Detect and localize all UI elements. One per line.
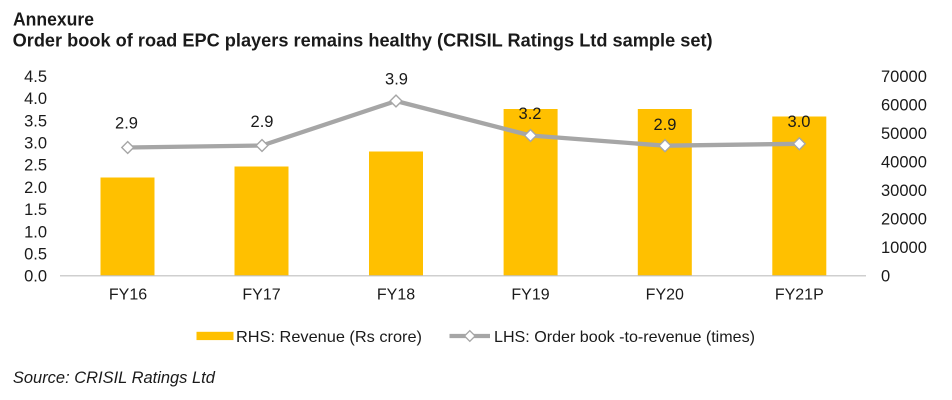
svg-text:2.5: 2.5 bbox=[24, 157, 47, 175]
svg-text:10000: 10000 bbox=[881, 239, 927, 257]
svg-text:3.0: 3.0 bbox=[788, 113, 811, 131]
svg-text:3.2: 3.2 bbox=[519, 105, 542, 123]
svg-text:1.5: 1.5 bbox=[24, 201, 47, 219]
svg-text:40000: 40000 bbox=[881, 154, 927, 172]
svg-text:LHS: Order book -to-revenue (t: LHS: Order book -to-revenue (times) bbox=[494, 329, 755, 346]
svg-text:0.0: 0.0 bbox=[24, 268, 47, 286]
svg-text:20000: 20000 bbox=[881, 211, 927, 229]
svg-text:70000: 70000 bbox=[881, 68, 927, 86]
svg-text:50000: 50000 bbox=[881, 125, 927, 143]
svg-text:FY16: FY16 bbox=[109, 287, 147, 304]
svg-text:0: 0 bbox=[881, 268, 890, 286]
svg-text:2.9: 2.9 bbox=[251, 113, 274, 131]
svg-text:2.9: 2.9 bbox=[115, 115, 138, 133]
svg-text:FY17: FY17 bbox=[242, 287, 280, 304]
svg-text:2.0: 2.0 bbox=[24, 179, 47, 197]
svg-text:FY18: FY18 bbox=[377, 287, 415, 304]
svg-text:1.0: 1.0 bbox=[24, 223, 47, 241]
svg-text:Order book of road EPC players: Order book of road EPC players remains h… bbox=[13, 31, 713, 51]
svg-text:4.5: 4.5 bbox=[24, 68, 47, 86]
svg-text:0.5: 0.5 bbox=[24, 246, 47, 264]
svg-text:3.5: 3.5 bbox=[24, 112, 47, 130]
svg-text:2.9: 2.9 bbox=[654, 116, 677, 134]
svg-text:3.9: 3.9 bbox=[385, 70, 408, 88]
svg-text:FY21P: FY21P bbox=[775, 287, 824, 304]
svg-text:RHS: Revenue (Rs crore): RHS: Revenue (Rs crore) bbox=[236, 329, 422, 346]
svg-text:30000: 30000 bbox=[881, 182, 927, 200]
svg-text:Annexure: Annexure bbox=[13, 10, 94, 30]
svg-text:4.0: 4.0 bbox=[24, 90, 47, 108]
svg-text:Source: CRISIL Ratings Ltd: Source: CRISIL Ratings Ltd bbox=[13, 369, 216, 387]
svg-text:60000: 60000 bbox=[881, 96, 927, 114]
svg-text:FY20: FY20 bbox=[646, 287, 684, 304]
svg-text:FY19: FY19 bbox=[511, 287, 549, 304]
svg-text:3.0: 3.0 bbox=[24, 135, 47, 153]
